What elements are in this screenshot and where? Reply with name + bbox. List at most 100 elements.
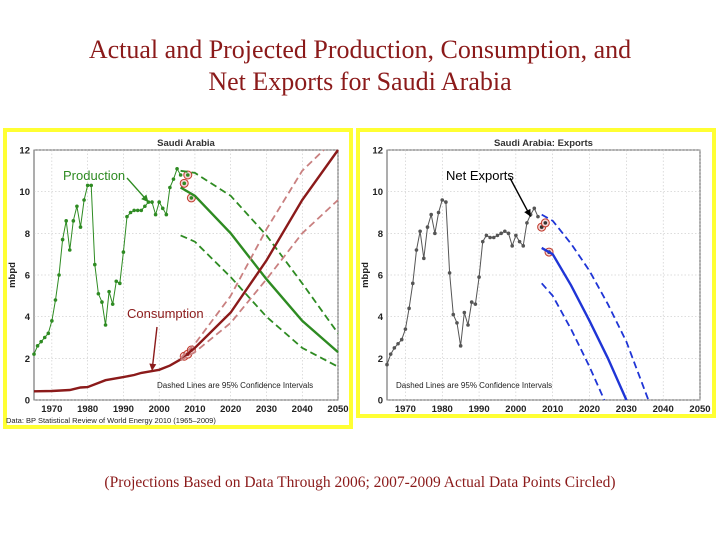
chart1-production-point-1978 <box>78 225 83 229</box>
chart1-production-point-1977 <box>75 204 79 209</box>
chart2-x-tick-label-1970: 1970 <box>395 404 416 415</box>
chart1-production-lower-95-line <box>180 234 339 368</box>
chart2-net-exports-point-1985 <box>458 344 463 348</box>
chart2-y-tick-label-10: 10 <box>372 187 383 198</box>
chart1-production-point-1982 <box>93 262 97 267</box>
chart1-production-point-1970 <box>50 319 54 323</box>
chart2-annotation-arrowhead-net-exports <box>524 208 531 217</box>
chart1-production-point-1993 <box>132 208 136 213</box>
production-consumption-panel: Saudi Arabia 1970 1980 1990 2000 2010 2020 2030… <box>3 128 353 429</box>
slide-title: Actual and Projected Production, Consump… <box>0 34 720 98</box>
chart1-y-tick-label-2: 2 <box>25 354 30 365</box>
chart1-x-tick-label-1970: 1970 <box>41 404 62 415</box>
chart1-production-point-1971 <box>53 298 58 302</box>
chart2-x-tick-label-2010: 2010 <box>542 404 563 415</box>
chart2-x-tick-label-2020: 2020 <box>579 404 600 415</box>
chart2-net-exports-point-1965 <box>385 362 389 367</box>
chart1-production-point-1984 <box>100 300 104 304</box>
chart1-production-point-1976 <box>71 219 76 223</box>
chart2-net-exports-lower-95-line <box>541 282 606 401</box>
chart1-y-axis-label: mbpd <box>7 262 18 288</box>
chart1-production-actual-2007-2009-point-2007 <box>182 181 187 186</box>
chart1-y-tick-label-4: 4 <box>25 312 31 323</box>
chart2-net-exports-point-1992 <box>484 233 489 238</box>
chart1-production-actual-2007-2009-point-2008 <box>185 173 190 177</box>
chart1-x-tick-label-2000: 2000 <box>149 404 170 415</box>
chart1-production-point-2000 <box>157 200 161 204</box>
chart1-annotation-arrowhead-consumption <box>149 363 157 371</box>
chart1-production-point-1995 <box>139 208 144 213</box>
chart2-net-exports-point-2006 <box>536 214 540 219</box>
chart1-annotation-arrow-line-consumption <box>151 326 158 371</box>
chart1-chart-title: Saudi Arabia <box>157 138 215 149</box>
chart2-net-exports-point-1972 <box>410 281 415 286</box>
chart2-net-exports-point-1976 <box>425 225 430 229</box>
chart2-annotation-arrow-line-net-exports <box>509 177 532 217</box>
chart1-production-point-1968 <box>42 335 47 340</box>
chart2-net-exports-point-1969 <box>399 337 404 342</box>
chart1-production-point-1985 <box>103 323 108 327</box>
chart1-production-line <box>33 167 182 355</box>
chart2-net-exports-point-1984 <box>455 321 459 325</box>
chart1-production-point-2006 <box>178 173 183 177</box>
chart2-net-exports-point-1990 <box>477 275 481 279</box>
chart2-net-exports-point-1967 <box>392 346 397 350</box>
chart1-y-tick-label-12: 12 <box>19 146 30 157</box>
chart2-net-exports-point-1997 <box>503 229 507 234</box>
chart2-net-exports-point-1975 <box>422 256 426 261</box>
chart2-y-axis-label: mbpd <box>360 262 371 288</box>
chart2-confidence-note: Dashed Lines are 95% Confidence Interval… <box>396 381 552 390</box>
chart2-net-exports-line <box>386 199 539 365</box>
chart1-y-tick-label-6: 6 <box>25 271 30 282</box>
chart1-production-point-1981 <box>89 183 94 188</box>
chart2-net-exports-point-1987 <box>466 323 470 327</box>
chart1-production-point-1996 <box>143 204 147 209</box>
chart2-net-exports-point-1968 <box>396 341 400 346</box>
chart1-production-point-2005 <box>175 166 179 171</box>
chart2-net-exports-point-1995 <box>495 233 500 238</box>
chart1-production-upper-95-line <box>180 169 339 334</box>
chart1-production-point-1991 <box>125 214 129 219</box>
chart2-net-exports-point-1994 <box>491 235 496 240</box>
chart1-consumption-line <box>33 358 182 393</box>
chart2-y-tick-label-4: 4 <box>378 312 384 323</box>
chart1-production-point-1974 <box>64 219 68 223</box>
chart1-production-point-1969 <box>46 331 51 336</box>
chart2-net-exports-point-1980 <box>440 198 445 202</box>
chart1-production-point-1966 <box>35 344 40 348</box>
chart1-y-tick-label-8: 8 <box>25 229 30 240</box>
chart1-y-tick-label-0: 0 <box>25 396 30 407</box>
chart2-x-tick-label-2000: 2000 <box>505 404 526 415</box>
chart2-net-exports-point-1966 <box>388 352 393 356</box>
chart1-production-actual-2007-2009-point-2009 <box>189 196 194 200</box>
chart2-net-exports-point-1998 <box>506 231 511 236</box>
chart1-production-point-1965 <box>32 352 36 356</box>
chart1-production-point-1973 <box>60 237 65 242</box>
chart2-net-exports-point-1988 <box>469 300 474 304</box>
chart1-x-tick-label-1990: 1990 <box>113 404 134 415</box>
chart2-net-exports-point-2000 <box>514 233 518 238</box>
chart1-y-tick-label-10: 10 <box>19 187 30 198</box>
chart1-production-point-2001 <box>160 206 165 211</box>
chart1-production-projection-line <box>179 186 339 354</box>
chart2-net-exports-point-1973 <box>414 248 419 252</box>
chart1-x-tick-label-1980: 1980 <box>77 404 98 415</box>
chart2-y-tick-label-12: 12 <box>372 146 383 157</box>
chart1-annotation-consumption: Consumption <box>127 306 204 321</box>
chart2-net-exports-point-1978 <box>433 231 437 236</box>
chart2-net-exports-point-1981 <box>444 200 448 204</box>
chart2-net-exports-point-1977 <box>429 212 433 217</box>
chart1-production-point-1967 <box>39 339 43 344</box>
chart1-production-point-1998 <box>150 200 154 204</box>
slide-title-line2: Net Exports for Saudi Arabia <box>208 67 512 96</box>
chart2-net-exports-point-2001 <box>517 239 522 244</box>
chart1-production-point-1990 <box>121 250 126 254</box>
chart1-source-note: Data: BP Statistical Review of World Ene… <box>6 416 216 425</box>
chart1-production-point-1979 <box>82 198 86 202</box>
chart2-y-tick-label-2: 2 <box>378 354 383 365</box>
chart2-net-exports-point-2002 <box>521 244 526 248</box>
chart2-net-exports-point-1974 <box>418 229 422 234</box>
footer-note: (Projections Based on Data Through 2006;… <box>104 474 616 491</box>
chart2-x-tick-label-2030: 2030 <box>616 404 637 415</box>
